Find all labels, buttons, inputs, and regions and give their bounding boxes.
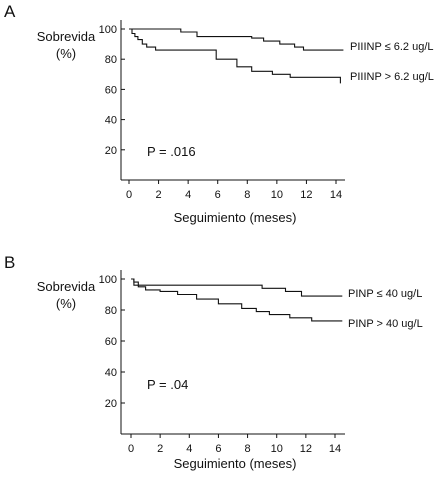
panel-a: A Sobrevida (%) P = .016 Seguimiento (me…	[4, 2, 434, 225]
panel-b-series-2-curve	[131, 278, 343, 322]
panel-b-x-tick-label: 14	[329, 443, 341, 455]
panel-b-x-tick-label: 0	[128, 443, 134, 455]
panel-a-ylabel-line2: (%)	[56, 46, 76, 61]
panel-b-y-tick-label: 80	[105, 305, 117, 317]
panel-a-x-tick-label: 0	[126, 189, 132, 201]
panel-b-x-tick-label: 4	[186, 443, 192, 455]
panel-b-y-tick-label: 20	[105, 398, 117, 410]
panel-b-y-tick-label: 100	[99, 274, 117, 286]
panel-b-x-tick-label: 2	[157, 443, 163, 455]
panel-b-x-tick-label: 8	[245, 443, 251, 455]
panel-b-ylabel-line1: Sobrevida	[37, 279, 96, 294]
panel-b-series-2-label: PINP > 40 ug/L	[348, 318, 423, 330]
panel-a-series-1-curve	[129, 28, 344, 51]
panel-a-series-2-label: PIIINP > 6.2 ug/L	[350, 71, 434, 83]
panel-a-p-value: P = .016	[147, 144, 196, 159]
panel-a-x-tick-label: 8	[244, 189, 250, 201]
panel-a-y-tick-label: 40	[105, 115, 117, 127]
panel-a-ylabel-line1: Sobrevida	[37, 29, 96, 44]
panel-a-y-tick-label: 20	[105, 145, 117, 157]
panel-a-y-tick-label: 60	[105, 84, 117, 96]
panel-a-letter: A	[4, 2, 16, 21]
panel-a-y-tick-label: 80	[105, 54, 117, 66]
panel-a-y-tick-label: 100	[99, 24, 117, 36]
panel-a-x-tick-label: 4	[185, 189, 191, 201]
panel-b-y-tick-label: 40	[105, 367, 117, 379]
panel-b-ylabel-line2: (%)	[56, 296, 76, 311]
panel-b: B Sobrevida (%) P = .04 Seguimiento (mes…	[4, 253, 423, 471]
panel-a-x-tick-label: 6	[215, 189, 221, 201]
panel-b-y-tick-label: 60	[105, 336, 117, 348]
panel-a-series-2-curve	[129, 28, 341, 84]
panel-b-xlabel: Seguimiento (meses)	[174, 456, 297, 471]
panel-a-xlabel: Seguimiento (meses)	[174, 210, 297, 225]
panel-a-x-tick-label: 10	[271, 189, 283, 201]
panel-b-p-value: P = .04	[147, 377, 188, 392]
panel-b-letter: B	[4, 253, 15, 272]
panel-b-x-tick-label: 6	[215, 443, 221, 455]
panel-b-series-1-label: PINP ≤ 40 ug/L	[348, 288, 422, 300]
panel-a-x-tick-label: 2	[156, 189, 162, 201]
panel-a-series-1-label: PIIINP ≤ 6.2 ug/L	[350, 41, 434, 53]
panel-b-series-1-curve	[131, 278, 343, 297]
panel-b-x-tick-label: 12	[300, 443, 312, 455]
panel-a-x-tick-label: 12	[300, 189, 312, 201]
panel-a-x-tick-label: 14	[330, 189, 342, 201]
panel-b-x-tick-label: 10	[271, 443, 283, 455]
